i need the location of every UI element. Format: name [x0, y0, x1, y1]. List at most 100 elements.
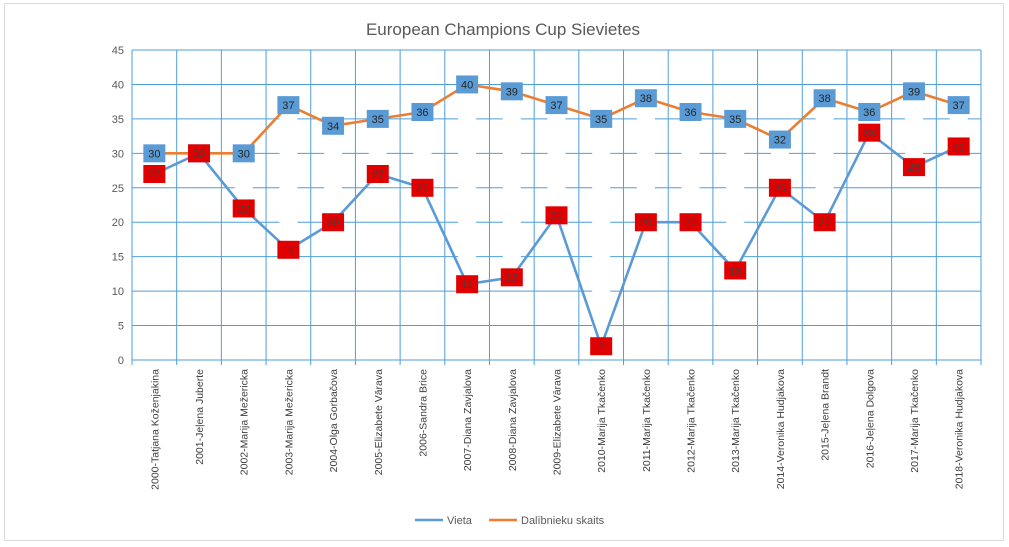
- data-label-box: [411, 178, 434, 197]
- data-label-dalibnieku-skaits: 38: [813, 89, 836, 108]
- data-label-text: 32: [774, 135, 786, 147]
- data-label-text: 30: [148, 148, 160, 160]
- data-label-dalibnieku-skaits: 32: [768, 130, 791, 149]
- data-label-vieta: 13: [724, 261, 747, 280]
- data-label-vieta: 20: [322, 213, 345, 232]
- y-tick-label: 20: [112, 217, 124, 229]
- data-label-dalibnieku-skaits: 40: [456, 75, 479, 94]
- data-label-box: [679, 103, 702, 121]
- data-label-box: [858, 123, 881, 142]
- data-label-text: 2: [598, 341, 604, 353]
- data-label-vieta: 27: [366, 165, 389, 183]
- x-tick-label: 2007-Diana Zavjalova: [462, 369, 474, 471]
- data-label-text: 25: [774, 183, 786, 195]
- data-label-box: [947, 137, 970, 156]
- x-tick-label: 2009-Elizabete Vārava: [552, 369, 564, 475]
- drop-bar: [458, 84, 477, 285]
- data-label-box: [545, 206, 568, 225]
- data-label-box: [858, 103, 881, 121]
- data-label-text: 20: [327, 217, 339, 229]
- data-label-text: 39: [506, 86, 518, 98]
- data-label-box: [322, 116, 345, 135]
- data-label-box: [634, 89, 657, 108]
- data-label-text: 28: [908, 162, 920, 174]
- data-label-box: [411, 103, 434, 121]
- x-tick-label: 2004-Olga Gorbačova: [328, 369, 340, 472]
- data-label-box: [545, 96, 568, 115]
- data-label-vieta: 21: [545, 206, 568, 225]
- data-label-box: [724, 109, 747, 128]
- data-label-vieta: 28: [902, 158, 925, 177]
- data-label-box: [590, 337, 613, 356]
- data-label-dalibnieku-skaits: 39: [500, 82, 523, 101]
- data-label-text: 38: [818, 93, 830, 105]
- y-tick-label: 5: [118, 321, 124, 333]
- data-label-text: 35: [595, 114, 607, 126]
- data-label-text: 20: [640, 217, 652, 229]
- axis-layer: 0 5 10 15 20 25 30 35 40 45 2000-Tatjana Koženjaki…: [112, 45, 982, 490]
- data-label-box: [902, 158, 925, 177]
- y-tick-label: 25: [112, 183, 124, 195]
- x-tick-label: 2010-Marija Tkačenko: [596, 369, 608, 473]
- data-label-vieta: 20: [813, 213, 836, 232]
- y-tick-label: 45: [112, 45, 124, 57]
- drop-bar: [547, 105, 566, 216]
- data-label-box: [322, 213, 345, 232]
- data-labels-layer: 30 30 30 37 34 35 36 40 39 37 35 38 36 35 32 38 36 39 37 27…: [143, 75, 970, 356]
- data-label-vieta: 30: [188, 144, 211, 163]
- x-tick-label: 2011-Marija Tkačenko: [641, 369, 653, 472]
- data-label-box: [232, 199, 255, 218]
- drop-bar: [904, 91, 923, 168]
- data-label-dalibnieku-skaits: 34: [322, 116, 345, 135]
- drop-bar: [681, 112, 700, 223]
- x-tick-label: 2001-Jeļena Juberte: [194, 369, 206, 465]
- data-label-dalibnieku-skaits: 37: [277, 96, 300, 115]
- data-label-text: 20: [684, 217, 696, 229]
- chart-title: European Champions Cup Sievietes: [366, 20, 640, 39]
- data-label-vieta: 11: [456, 275, 479, 294]
- data-label-dalibnieku-skaits: 38: [634, 89, 657, 108]
- drop-bar: [770, 139, 789, 188]
- x-tick-label: 2012-Marija Tkačenko: [686, 369, 698, 473]
- data-label-text: 13: [729, 265, 741, 277]
- x-tick-label: 2003-Marija Mežericka: [283, 369, 295, 475]
- data-label-box: [143, 144, 166, 163]
- data-label-vieta: 12: [500, 268, 523, 287]
- data-label-box: [768, 130, 791, 149]
- y-tick-label: 30: [112, 148, 124, 160]
- data-label-text: 37: [282, 100, 294, 112]
- data-label-text: 35: [729, 114, 741, 126]
- data-label-dalibnieku-skaits: 30: [232, 144, 255, 163]
- data-label-box: [366, 109, 389, 128]
- y-tick-label: 10: [112, 286, 124, 298]
- data-label-vieta: 16: [277, 240, 300, 259]
- data-label-box: [590, 109, 613, 128]
- data-label-vieta: 33: [858, 123, 881, 142]
- data-label-box: [679, 213, 702, 232]
- data-label-vieta: 2: [590, 337, 613, 356]
- data-label-text: 11: [461, 279, 472, 291]
- data-label-box: [500, 268, 523, 287]
- data-label-dalibnieku-skaits: 35: [724, 109, 747, 128]
- x-tick-label: 2005-Elizabete Vārava: [373, 369, 385, 475]
- data-label-dalibnieku-skaits: 36: [858, 103, 881, 121]
- data-label-text: 31: [953, 141, 965, 153]
- data-label-text: 36: [416, 107, 428, 119]
- data-label-box: [813, 89, 836, 108]
- data-label-text: 37: [953, 100, 965, 112]
- data-label-box: [634, 213, 657, 232]
- data-label-text: 36: [684, 107, 696, 119]
- data-label-text: 20: [818, 217, 830, 229]
- data-label-box: [813, 213, 836, 232]
- legend: Vieta Dalībnieku skaits: [415, 515, 605, 527]
- x-tick-label: 2016-Jeļena Dolgova: [864, 369, 876, 468]
- y-tick-label: 15: [112, 252, 124, 264]
- x-tick-label: 2018-Veronika Hudjakova: [954, 369, 966, 489]
- data-label-box: [500, 82, 523, 101]
- legend-item-dalibnieku-skaits: Dalībnieku skaits: [489, 515, 605, 527]
- data-label-text: 36: [863, 107, 875, 119]
- x-tick-label: 2015-Jeļena Brandt: [820, 369, 832, 461]
- drop-bar: [234, 153, 253, 209]
- data-label-box: [277, 96, 300, 115]
- y-tick-label: 35: [112, 114, 124, 126]
